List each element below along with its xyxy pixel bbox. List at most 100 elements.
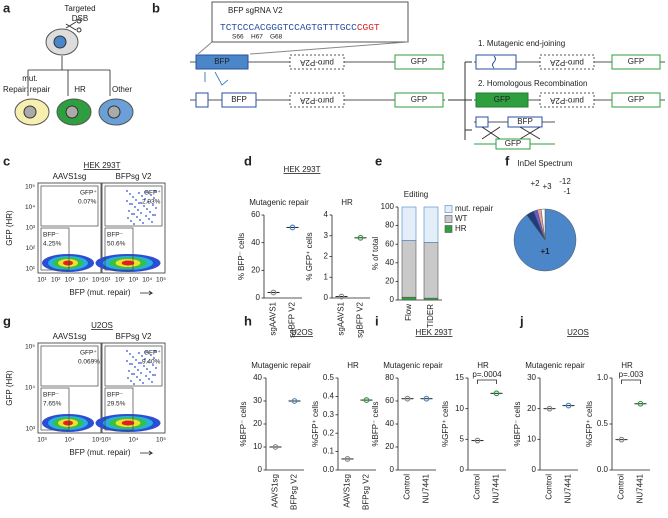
flow-header: HEK 293T <box>84 161 121 170</box>
tree <box>27 56 111 96</box>
density <box>121 420 135 426</box>
label: puro-P2A <box>549 96 583 105</box>
flow-header: U2OS <box>91 321 113 330</box>
x-tick-label: 10⁴ <box>78 277 88 284</box>
event <box>155 207 157 209</box>
panel-label: e <box>375 153 382 168</box>
x-tick-label: BFPsg V2 <box>290 473 299 510</box>
event <box>138 352 140 354</box>
y-tick-label: 4 <box>324 210 329 219</box>
event <box>147 361 149 363</box>
gfp-gate <box>104 345 163 387</box>
mean-dot <box>363 397 370 403</box>
x-tick-label: 10⁴ <box>128 437 138 444</box>
gate-value: 7.65% <box>43 401 62 408</box>
gate-label: BFP⁻ <box>43 392 60 399</box>
residue: S66 <box>232 34 244 41</box>
x-tick-label: Control <box>545 474 554 500</box>
y-tick-label: 60 <box>385 396 394 405</box>
y-tick-label: 0 <box>324 293 329 302</box>
label: repair <box>30 85 51 94</box>
y-axis-label: %BFP⁻ cells <box>371 401 380 446</box>
bfp-gate <box>40 387 70 431</box>
y-tick-label: 10 <box>455 404 464 413</box>
chart-title: Mutagenic repair <box>249 198 309 207</box>
chart-title: InDel Spectrum <box>517 159 572 168</box>
annotation: p=.0004 <box>472 370 502 379</box>
label: puro-P2A <box>299 58 333 67</box>
header: HEK 293T <box>416 328 453 337</box>
x-tick-label: 10³ <box>101 437 111 444</box>
chart-title: Mutagenic repair <box>383 361 443 370</box>
axis-label: BFP (mut. repair) <box>69 448 131 457</box>
event <box>128 370 130 372</box>
gfp-gate <box>104 185 163 227</box>
legend-label: WT <box>455 214 468 223</box>
y-tick-label: 0.0 <box>323 465 335 474</box>
mean-dot <box>637 400 644 407</box>
y-tick-label: 0 <box>460 465 465 474</box>
puro-box <box>289 92 345 108</box>
event <box>131 203 133 205</box>
x-tick-label: Flow <box>404 304 413 321</box>
event <box>129 353 131 355</box>
event <box>129 193 131 195</box>
y-tick-label: 15 <box>455 373 464 382</box>
y-tick-label: 0 <box>256 293 261 302</box>
event <box>153 197 155 199</box>
label: mut. <box>22 74 38 83</box>
label: GFP <box>411 57 427 66</box>
event <box>150 194 152 196</box>
event <box>137 369 139 371</box>
arrow <box>140 290 154 296</box>
event <box>145 215 147 217</box>
legend-label: HR <box>455 224 467 233</box>
gfp-box <box>611 92 661 108</box>
x-tick-label: 10³ <box>37 437 47 444</box>
event <box>152 214 154 216</box>
y-tick-label: 20 <box>251 265 260 274</box>
guide-box <box>211 1 409 43</box>
event <box>140 212 142 214</box>
event <box>145 375 147 377</box>
y-tick-label: 10 <box>527 434 536 443</box>
gate-label: BFP⁻ <box>107 232 124 239</box>
scissors <box>76 27 82 33</box>
bfp-box <box>475 116 489 128</box>
event <box>149 371 151 373</box>
mean-dot <box>565 402 572 409</box>
sig-bracket <box>477 379 497 384</box>
event <box>136 216 138 218</box>
annotation: p=.003 <box>619 370 644 379</box>
event <box>138 192 140 194</box>
gfp-gate <box>40 185 99 227</box>
x-tick-label: Control <box>617 474 626 500</box>
x-tick-label: TIDER <box>426 304 435 328</box>
event <box>131 363 133 365</box>
y-axis-label: %BFP⁻ cells <box>513 401 522 446</box>
event <box>126 350 128 352</box>
event <box>140 362 142 364</box>
mean-dot <box>404 395 411 402</box>
pie-slice <box>540 208 546 241</box>
event <box>152 374 154 376</box>
event <box>147 351 149 353</box>
y-tick-label: 10 <box>253 442 262 451</box>
label: GFP <box>494 95 510 104</box>
bar-segment <box>401 240 417 298</box>
gate-value: 0.069% <box>78 359 100 366</box>
label: BFP <box>231 95 247 104</box>
y-tick-label: 40 <box>385 258 394 267</box>
gate-value: 2.93% <box>142 199 161 206</box>
label: Targeted <box>64 4 95 13</box>
event <box>136 376 138 378</box>
event <box>141 355 143 357</box>
event <box>152 364 154 366</box>
event <box>152 204 154 206</box>
event <box>146 208 148 210</box>
event <box>132 196 134 198</box>
y-tick-label: 0.5 <box>323 373 335 382</box>
gfp-box <box>394 54 444 70</box>
y-tick-label: 10³ <box>26 225 36 232</box>
